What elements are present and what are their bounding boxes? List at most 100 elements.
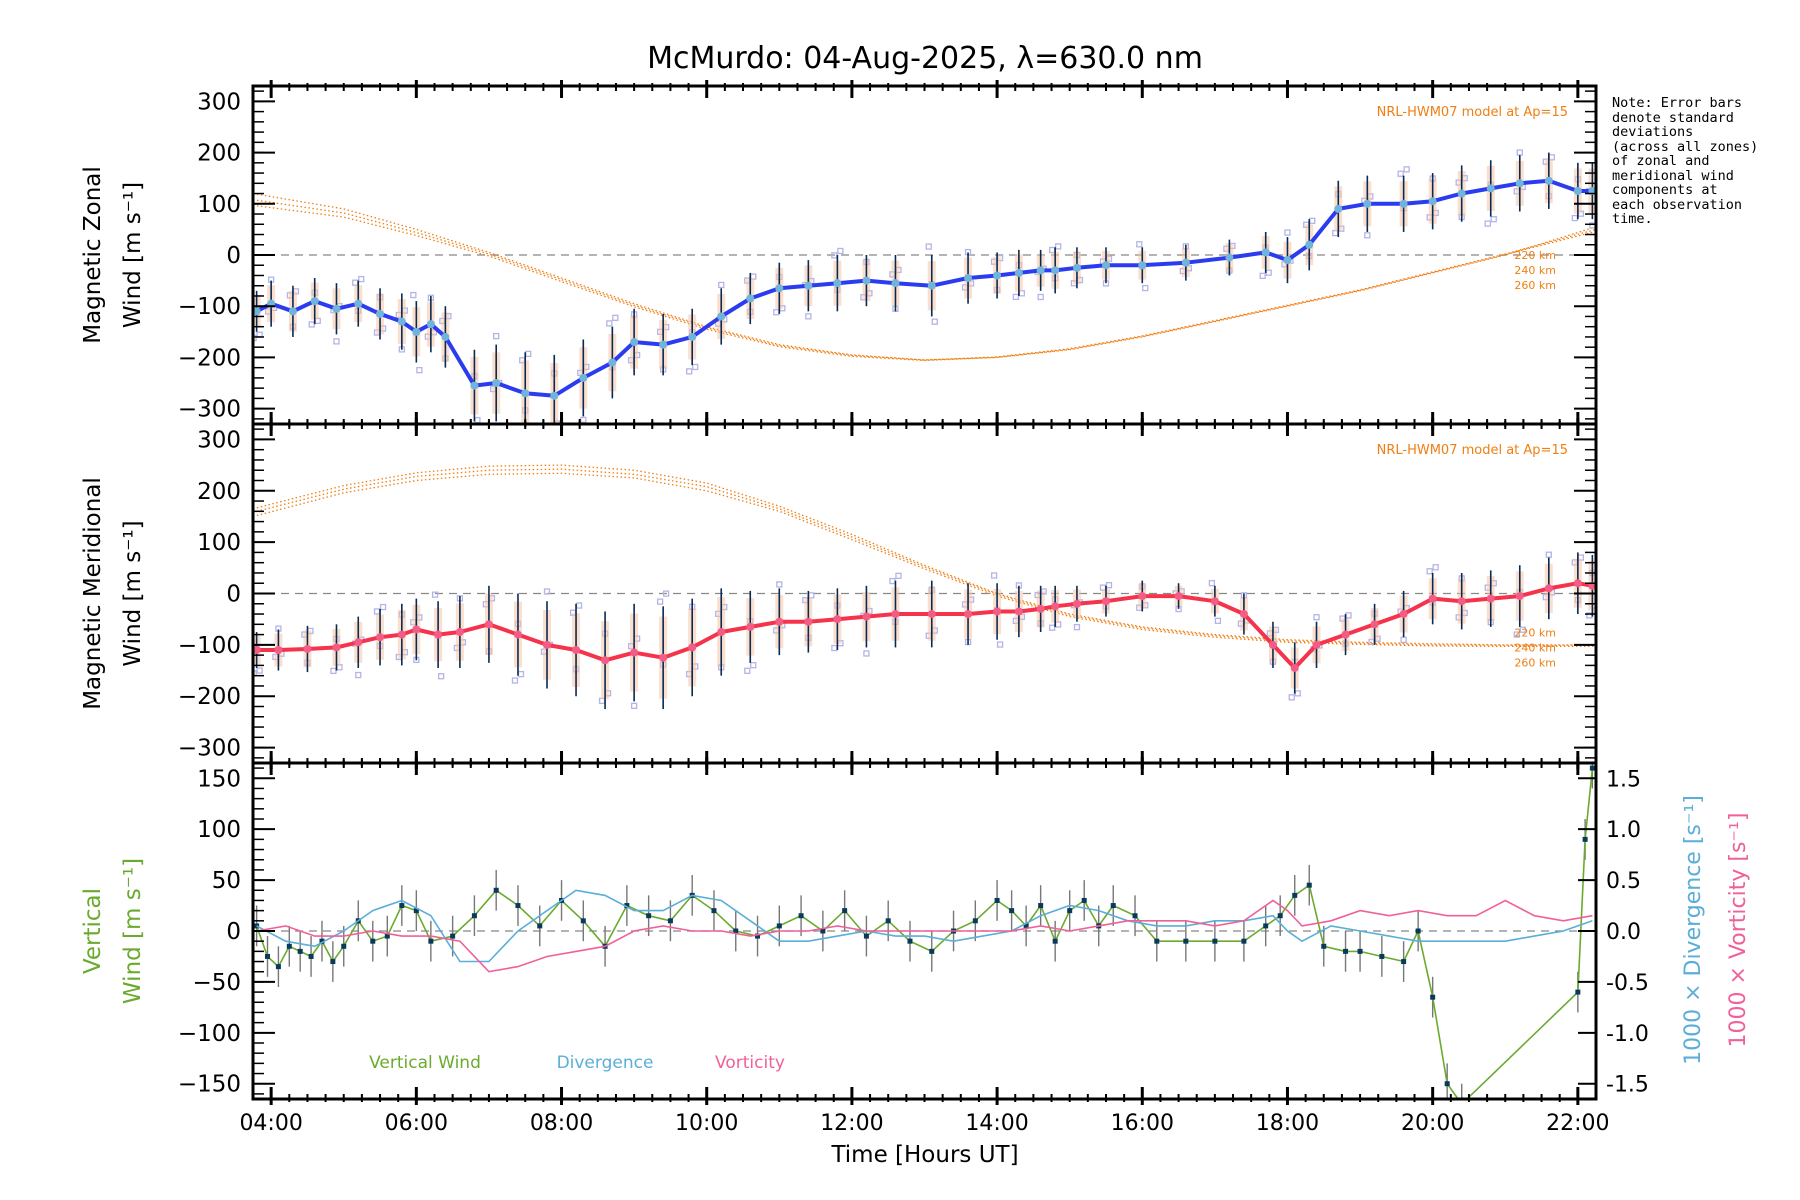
zone-sample	[630, 702, 638, 710]
vertical-wind-point	[820, 928, 826, 934]
zone-sample	[1073, 623, 1081, 631]
vertical-wind-point	[1343, 948, 1349, 954]
zone-sample	[1519, 626, 1526, 633]
y-tick-label: 200	[197, 479, 241, 505]
y2-axis-label-divergence: 1000 × Divergence [s⁻¹]	[1681, 795, 1706, 1065]
zonal-wind-point	[412, 327, 421, 336]
vertical-wind-point	[1263, 923, 1269, 929]
zone-sample	[805, 313, 812, 320]
zone-sample	[776, 581, 783, 588]
meridional-wind-point	[1051, 602, 1060, 611]
meridional-wind-point	[833, 615, 842, 624]
error-bar-note: Note: Error bars denote standard deviati…	[1612, 95, 1759, 227]
x-tick-label: 06:00	[385, 1111, 448, 1136]
vertical-wind-point	[1321, 943, 1327, 949]
zone-sample	[1284, 229, 1291, 236]
zonal-wind-point	[833, 279, 842, 288]
zonal-wind-point	[927, 281, 936, 290]
zone-sample	[517, 670, 525, 678]
vertical-wind-point	[319, 938, 325, 944]
zone-sample	[925, 243, 932, 250]
vertical-wind-point	[1241, 938, 1247, 944]
meridional-wind-point	[1486, 594, 1495, 603]
zone-sample	[606, 320, 613, 327]
vertical-wind-point	[537, 923, 543, 929]
vertical-wind-point	[1038, 903, 1044, 909]
zone-sample	[1309, 217, 1316, 224]
y-tick-label: 100	[197, 192, 241, 218]
vertical-wind-point	[907, 938, 913, 944]
y-axis-label-line1: Magnetic Meridional	[80, 477, 106, 710]
zone-sample	[1403, 166, 1410, 173]
meridional-wind-point	[1290, 663, 1299, 672]
zonal-wind-point	[717, 312, 726, 321]
zone-sample	[256, 667, 263, 674]
zone-sample	[1259, 272, 1266, 280]
y2-axis-label-vorticity: 1000 × Vorticity [s⁻¹]	[1726, 813, 1751, 1048]
zone-sample	[837, 247, 844, 255]
meridional-wind-point	[543, 640, 552, 649]
meridional-wind-point	[630, 648, 639, 657]
zone-sample	[996, 641, 1004, 648]
zone-sample	[352, 279, 359, 286]
vertical-wind-point	[1589, 765, 1595, 771]
zonal-wind-point	[1072, 263, 1081, 272]
zonal-wind-point	[310, 297, 319, 306]
meridional-wind-point	[1544, 584, 1553, 593]
plot-area-meridional	[253, 464, 1596, 710]
zone-sample	[1432, 564, 1439, 571]
meridional-wind-point	[303, 644, 312, 653]
x-tick-label: 08:00	[530, 1111, 593, 1136]
y-tick-label: 0	[226, 243, 241, 269]
zone-sample	[1136, 241, 1143, 248]
vertical-wind-point	[1357, 948, 1363, 954]
vertical-wind-point	[646, 913, 652, 919]
zone-sample	[525, 350, 532, 358]
vertical-wind-point	[1132, 913, 1138, 919]
y-axis-label-line2: Wind [m s⁻¹]	[120, 182, 146, 328]
zonal-wind-point	[659, 340, 668, 349]
model-altitude-label: 240 km	[1514, 641, 1556, 654]
zonal-wind-point	[775, 284, 784, 293]
meridional-wind-point	[253, 646, 261, 654]
meridional-wind-point	[397, 630, 406, 639]
plot-area-zonal	[253, 149, 1596, 424]
vertical-wind-point	[863, 933, 869, 939]
zone-sample	[990, 572, 998, 579]
zonal-wind-point	[1181, 258, 1190, 267]
meridional-wind-point	[1457, 597, 1466, 606]
zonal-wind-point	[1399, 199, 1408, 208]
zonal-wind-point	[550, 391, 559, 400]
y-tick-label: 200	[197, 141, 241, 167]
y2-tick-label: -0.5	[1606, 971, 1649, 996]
zone-sample	[580, 416, 587, 424]
meridional-wind-point	[862, 612, 871, 621]
meridional-wind-point	[354, 638, 363, 647]
vertical-wind-point	[297, 948, 303, 954]
zonal-wind-point	[253, 307, 261, 316]
x-tick-label: 12:00	[820, 1111, 883, 1136]
zone-sample	[1400, 636, 1407, 644]
y2-tick-label: 0.5	[1606, 869, 1641, 894]
zone-sample	[493, 332, 500, 340]
meridional-wind-point	[1370, 620, 1379, 629]
meridional-wind-point	[746, 622, 755, 631]
zonal-wind-point	[1051, 266, 1060, 275]
vertical-wind-point	[515, 903, 521, 909]
vertical-wind-point	[1183, 938, 1189, 944]
vertical-wind-point	[275, 964, 281, 970]
vertical-wind-point	[399, 903, 405, 909]
plot-area-vertical	[253, 763, 1596, 1099]
meridional-wind-point	[1036, 604, 1045, 613]
model-altitude-label: 240 km	[1514, 264, 1556, 277]
zonal-wind-point	[521, 389, 530, 398]
vertical-wind-point	[341, 943, 347, 949]
meridional-wind-point	[1101, 597, 1110, 606]
meridional-wind-point	[1072, 599, 1081, 608]
zone-sample	[1364, 232, 1371, 239]
zone-sample	[1294, 690, 1301, 697]
zonal-wind-point	[1036, 266, 1045, 275]
y2-tick-label: 0.0	[1606, 920, 1641, 945]
zonal-wind-point	[1101, 261, 1110, 270]
zone-sample	[744, 667, 751, 674]
